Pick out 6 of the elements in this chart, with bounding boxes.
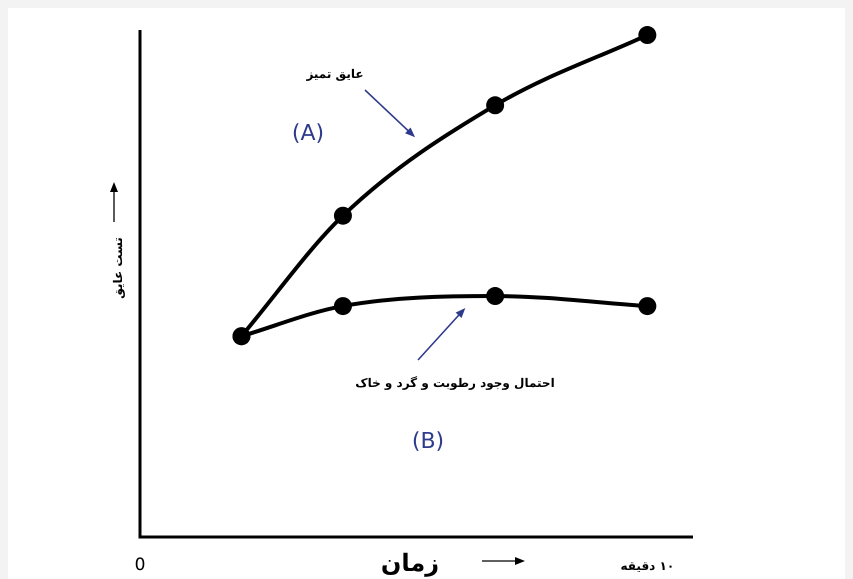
- annotation: (B): [412, 429, 444, 454]
- annotation: احتمال وجود رطوبت و گرد و خاک: [355, 376, 555, 390]
- x-label: زمان: [380, 549, 440, 577]
- annotation: (A): [292, 121, 324, 146]
- y-label: تست عایق: [111, 237, 125, 299]
- annotation: عایق تمیز: [306, 67, 364, 81]
